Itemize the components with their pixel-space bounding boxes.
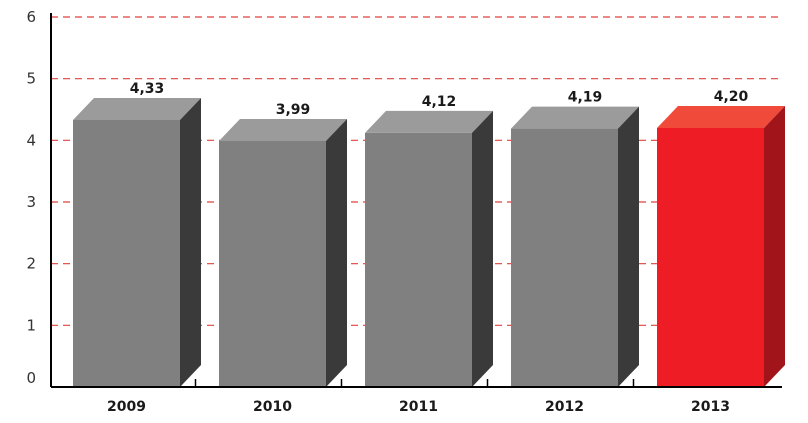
bar-top-face [511, 106, 639, 129]
bar-front-face [73, 119, 180, 387]
value-label: 3,99 [276, 102, 311, 118]
bar-front-face [511, 128, 618, 387]
bar-2009: 4,33 [73, 81, 201, 387]
x-tick-label: 2011 [399, 399, 438, 415]
y-tick-label: 6 [26, 8, 36, 26]
y-tick-label: 3 [26, 193, 36, 211]
bar-side-face [180, 97, 201, 387]
x-tick-label: 2010 [253, 399, 292, 415]
value-label: 4,20 [714, 89, 749, 105]
bar-2012: 4,19 [511, 90, 639, 387]
x-tick-label: 2013 [691, 399, 730, 415]
bar-2011: 4,12 [365, 94, 493, 387]
bar-2013: 4,20 [657, 89, 785, 387]
value-label: 4,12 [422, 94, 457, 110]
bar-front-face [365, 132, 472, 387]
value-label: 4,19 [568, 90, 603, 106]
x-axis-labels: 2009 2010 2011 2012 2013 [107, 399, 730, 415]
axes [50, 13, 782, 388]
y-tick-label: 2 [26, 255, 36, 273]
bar-side-face [618, 106, 639, 387]
bar-side-face [472, 110, 493, 387]
bars: 4,33 3,99 4,12 4,19 4,20 [73, 81, 785, 387]
bar-side-face [764, 106, 785, 387]
bar-top-face [219, 118, 347, 141]
bar-side-face [326, 118, 347, 387]
y-tick-label: 0 [26, 369, 36, 387]
bar-2010: 3,99 [219, 102, 347, 387]
x-tick-label: 2009 [107, 399, 146, 415]
y-tick-label: 5 [26, 70, 36, 88]
value-label: 4,33 [130, 81, 165, 97]
bar-top-face [657, 106, 785, 128]
x-tick-label: 2012 [545, 399, 584, 415]
bar-front-face [219, 140, 326, 387]
bar-front-face [657, 128, 764, 387]
bar-top-face [73, 97, 201, 120]
y-axis-ticks: 0 1 2 3 4 5 6 [26, 8, 36, 387]
bar-top-face [365, 110, 493, 133]
y-tick-label: 4 [26, 131, 36, 149]
y-tick-label: 1 [26, 316, 36, 334]
